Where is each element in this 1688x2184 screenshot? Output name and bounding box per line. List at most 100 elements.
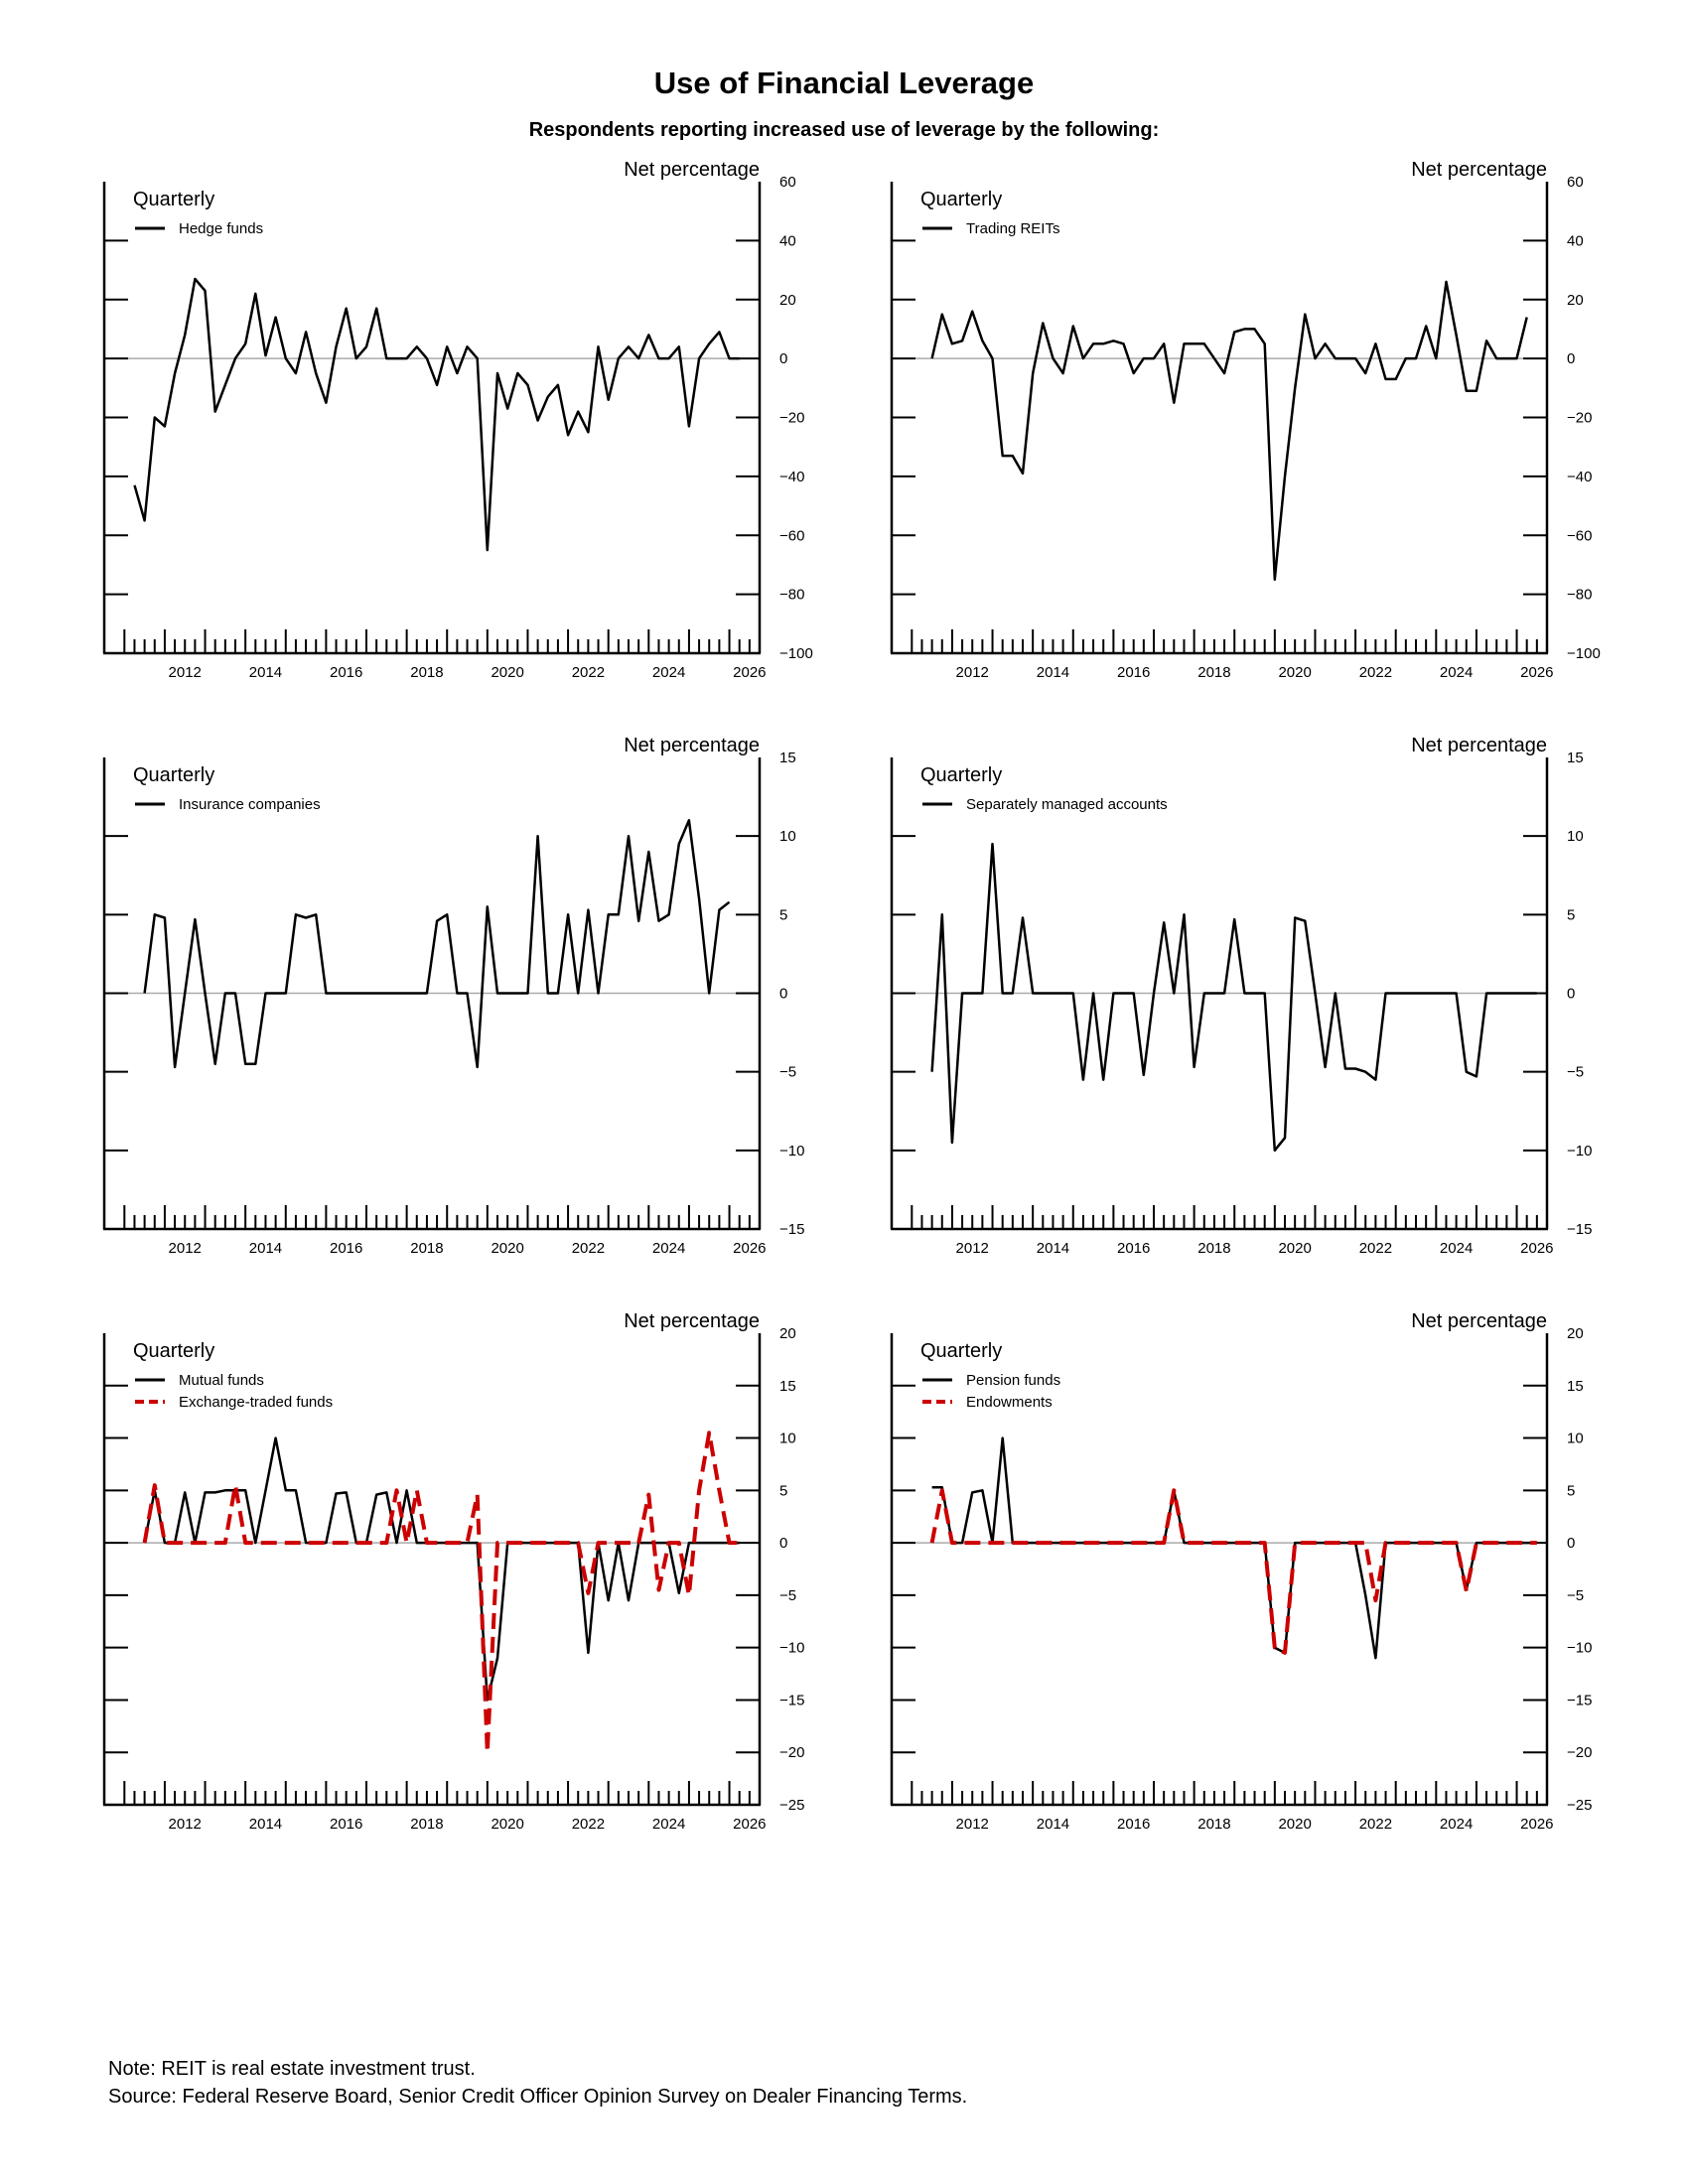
- x-tick-label: 2018: [410, 1240, 443, 1257]
- notes: Note: REIT is real estate investment tru…: [108, 2055, 967, 2111]
- y-tick-label: −80: [779, 587, 804, 604]
- chart-svg: −100 −80 −60 −40 −20 0 20 40 60 2012 2014 2016 2018 2…: [890, 159, 1601, 681]
- series-line-hedge-funds: [133, 277, 740, 552]
- legend-label: Pension funds: [966, 1372, 1060, 1389]
- x-tick-label: 2026: [1520, 1816, 1553, 1833]
- y-tick-label: 5: [779, 1482, 787, 1499]
- x-tick-label: 2022: [572, 664, 605, 681]
- y-tick-label: −15: [1567, 1692, 1592, 1708]
- y-tick-label: −20: [779, 410, 804, 427]
- page-subtitle: Respondents reporting increased use of l…: [528, 119, 1160, 141]
- x-tick-label: 2026: [1520, 664, 1553, 681]
- y-axis-label: Net percentage: [1411, 735, 1547, 756]
- series-line-endowments: [929, 1488, 1537, 1655]
- legend-label: Trading REITs: [966, 220, 1059, 237]
- y-tick-label: −15: [779, 1221, 804, 1238]
- y-tick-label: 40: [779, 232, 796, 249]
- x-tick-label: 2026: [1520, 1240, 1553, 1257]
- x-tick-label: 2022: [572, 1240, 605, 1257]
- frequency-label: Quarterly: [920, 764, 1002, 786]
- x-tick-label: 2020: [1278, 1240, 1311, 1257]
- legend-label: Endowments: [966, 1394, 1053, 1411]
- x-tick-label: 2012: [956, 664, 989, 681]
- note-text: Note: REIT is real estate investment tru…: [108, 2058, 476, 2080]
- y-tick-label: −15: [1567, 1221, 1592, 1238]
- series-line-trading-reits: [930, 280, 1528, 582]
- y-axis-label: Net percentage: [1411, 1310, 1547, 1332]
- y-tick-label: −25: [779, 1797, 804, 1814]
- x-tick-label: 2020: [491, 1816, 523, 1833]
- y-axis-label: Net percentage: [624, 159, 760, 181]
- chart-svg: −25 −20 −15 −10 −5 0 5 10 15 20 2012 2014 2016 2018 20…: [890, 1310, 1592, 1833]
- x-tick-label: 2012: [956, 1240, 989, 1257]
- y-tick-label: −60: [779, 527, 804, 544]
- y-axis-label: Net percentage: [624, 1310, 760, 1332]
- y-tick-label: 10: [779, 828, 796, 845]
- y-tick-label: 10: [1567, 828, 1584, 845]
- y-tick-label: 15: [779, 750, 796, 766]
- x-tick-label: 2026: [733, 1816, 766, 1833]
- y-tick-label: 15: [779, 1378, 796, 1395]
- x-tick-label: 2024: [652, 664, 685, 681]
- x-tick-label: 2022: [1359, 1816, 1392, 1833]
- y-tick-label: 0: [779, 986, 787, 1003]
- source-text: Source: Federal Reserve Board, Senior Cr…: [108, 2086, 968, 2108]
- y-tick-label: −5: [779, 1587, 796, 1604]
- y-tick-label: 20: [779, 1325, 796, 1342]
- legend-label: Exchange-traded funds: [179, 1394, 333, 1411]
- x-tick-label: 2012: [169, 1816, 202, 1833]
- y-tick-label: −60: [1567, 527, 1592, 544]
- y-axis-label: Net percentage: [1411, 159, 1547, 181]
- x-tick-label: 2018: [1197, 1816, 1230, 1833]
- x-tick-label: 2020: [1278, 664, 1311, 681]
- y-tick-label: 0: [779, 350, 787, 367]
- x-tick-label: 2022: [1359, 1240, 1392, 1257]
- y-tick-label: 0: [1567, 986, 1575, 1003]
- x-tick-label: 2024: [652, 1240, 685, 1257]
- chart-svg: −25 −20 −15 −10 −5 0 5 10 15 20 2012 2014 2016 2018 20…: [102, 1310, 804, 1833]
- x-tick-label: 2014: [1037, 1816, 1069, 1833]
- frequency-label: Quarterly: [133, 189, 214, 210]
- x-tick-label: 2026: [733, 1240, 766, 1257]
- x-tick-label: 2016: [330, 1240, 362, 1257]
- series-line-pension-funds: [931, 1436, 1537, 1660]
- x-tick-label: 2014: [249, 664, 282, 681]
- x-tick-label: 2016: [1117, 664, 1150, 681]
- chart-pension-and-endowments: −25 −20 −15 −10 −5 0 5 10 15 20 2012 2014 2016 2018 20…: [865, 1310, 1659, 1869]
- x-tick-label: 2014: [249, 1240, 282, 1257]
- y-tick-label: 40: [1567, 232, 1584, 249]
- x-tick-label: 2012: [169, 1240, 202, 1257]
- frequency-label: Quarterly: [920, 189, 1002, 210]
- x-tick-label: 2012: [956, 1816, 989, 1833]
- y-tick-label: 0: [779, 1535, 787, 1552]
- x-tick-label: 2024: [1440, 664, 1473, 681]
- x-tick-label: 2020: [1278, 1816, 1311, 1833]
- y-tick-label: 5: [779, 906, 787, 923]
- legend-label: Hedge funds: [179, 220, 263, 237]
- x-tick-label: 2024: [1440, 1816, 1473, 1833]
- y-tick-label: −10: [779, 1640, 804, 1657]
- x-tick-label: 2026: [733, 664, 766, 681]
- y-tick-label: −10: [1567, 1640, 1592, 1657]
- y-tick-label: −15: [779, 1692, 804, 1708]
- series-line-exchange-traded-funds: [142, 1431, 740, 1755]
- x-tick-label: 2018: [1197, 664, 1230, 681]
- y-tick-label: 20: [1567, 292, 1584, 309]
- chart-mutual-and-etf: −25 −20 −15 −10 −5 0 5 10 15 20 2012 2014 2016 2018 20…: [77, 1310, 872, 1869]
- x-tick-label: 2022: [1359, 664, 1392, 681]
- frequency-label: Quarterly: [133, 764, 214, 786]
- y-tick-label: −100: [1567, 645, 1601, 662]
- y-tick-label: 20: [779, 292, 796, 309]
- series-line-mutual-funds: [143, 1436, 740, 1702]
- y-tick-label: −40: [779, 469, 804, 485]
- y-tick-label: −25: [1567, 1797, 1592, 1814]
- chart-svg: −100 −80 −60 −40 −20 0 20 40 60 2012 2014 2016 2018 2…: [102, 159, 813, 681]
- y-tick-label: −5: [1567, 1587, 1584, 1604]
- x-tick-label: 2016: [1117, 1240, 1150, 1257]
- x-tick-label: 2020: [491, 664, 523, 681]
- y-tick-label: 5: [1567, 906, 1575, 923]
- x-tick-label: 2014: [1037, 1240, 1069, 1257]
- series-line-separately-managed-accounts: [930, 842, 1537, 1153]
- x-tick-label: 2018: [1197, 1240, 1230, 1257]
- y-tick-label: −20: [1567, 410, 1592, 427]
